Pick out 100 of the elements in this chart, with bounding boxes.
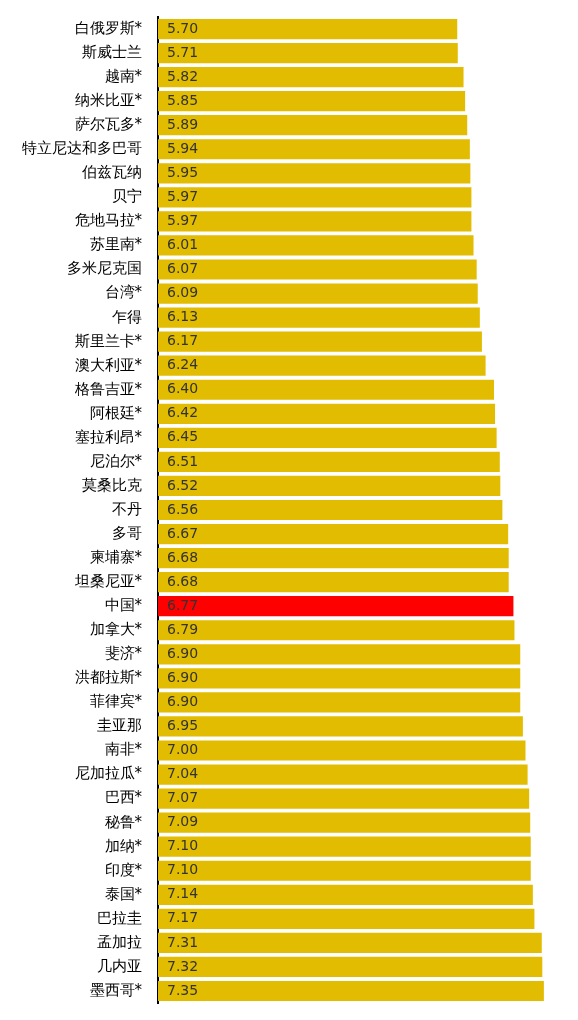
y-tick-label: 秘鲁* bbox=[104, 812, 143, 831]
data-label: 6.95 bbox=[167, 717, 199, 734]
data-label: 6.67 bbox=[167, 524, 199, 541]
bar bbox=[158, 427, 497, 448]
bar bbox=[158, 620, 515, 641]
bar bbox=[158, 42, 458, 64]
bar bbox=[158, 403, 496, 424]
data-label: 6.01 bbox=[167, 236, 199, 253]
y-tick-label: 斐济* bbox=[104, 644, 143, 663]
data-label: 7.14 bbox=[167, 885, 199, 902]
data-label: 6.79 bbox=[167, 620, 199, 637]
bar bbox=[158, 355, 486, 376]
bar bbox=[158, 187, 472, 208]
data-label: 7.09 bbox=[167, 813, 199, 830]
y-tick-label: 加纳* bbox=[104, 836, 143, 855]
y-tick-label: 乍得 bbox=[112, 307, 142, 326]
data-label: 5.70 bbox=[167, 19, 199, 36]
bar bbox=[158, 211, 472, 232]
bar bbox=[158, 475, 501, 497]
data-label: 6.90 bbox=[167, 644, 199, 661]
data-label: 5.71 bbox=[167, 43, 199, 60]
y-tick-label: 中国* bbox=[104, 596, 143, 615]
y-tick-label: 菲律宾* bbox=[89, 692, 143, 711]
data-label: 6.52 bbox=[167, 476, 199, 493]
y-tick-label: 越南* bbox=[104, 67, 143, 86]
bar bbox=[158, 451, 500, 472]
bar bbox=[158, 259, 477, 280]
data-label: 6.17 bbox=[167, 332, 199, 349]
data-label: 7.04 bbox=[167, 765, 199, 782]
bar bbox=[158, 572, 509, 593]
bar bbox=[158, 932, 542, 953]
bar bbox=[158, 860, 531, 881]
bar bbox=[158, 716, 523, 737]
y-tick-label: 不丹 bbox=[112, 499, 142, 518]
data-label: 6.09 bbox=[167, 284, 199, 301]
y-tick-label: 孟加拉 bbox=[97, 932, 142, 951]
y-tick-label: 莫桑比克 bbox=[82, 475, 142, 494]
y-tick-label: 墨西哥* bbox=[89, 980, 143, 999]
bar bbox=[158, 812, 531, 833]
bar bbox=[158, 884, 533, 905]
bar bbox=[158, 115, 468, 136]
y-tick-label: 苏里南* bbox=[89, 235, 143, 254]
data-label: 7.00 bbox=[167, 741, 199, 758]
bar bbox=[158, 499, 503, 521]
data-label: 7.10 bbox=[167, 861, 199, 878]
bar bbox=[158, 331, 482, 352]
y-tick-label: 加拿大* bbox=[89, 620, 143, 639]
data-label: 6.56 bbox=[167, 500, 199, 517]
data-label: 5.85 bbox=[167, 91, 199, 108]
bar bbox=[158, 523, 509, 545]
data-label: 6.45 bbox=[167, 428, 199, 445]
data-label: 7.31 bbox=[167, 933, 199, 950]
y-tick-label: 多米尼克国 bbox=[67, 259, 142, 278]
bar bbox=[158, 307, 480, 328]
y-tick-label: 纳米比亚* bbox=[74, 91, 143, 110]
y-tick-label: 伯兹瓦纳 bbox=[81, 163, 142, 182]
data-label: 6.90 bbox=[167, 693, 199, 710]
bar bbox=[158, 18, 458, 40]
bar bbox=[158, 908, 535, 929]
bar bbox=[158, 788, 530, 809]
y-tick-label: 印度* bbox=[104, 860, 143, 879]
data-label: 6.68 bbox=[167, 572, 199, 589]
y-tick-label: 尼加拉瓜* bbox=[74, 764, 143, 783]
bar bbox=[158, 379, 494, 400]
y-tick-label: 斯里兰卡* bbox=[74, 331, 143, 350]
bar bbox=[158, 283, 478, 304]
y-tick-label: 坦桑尼亚* bbox=[73, 572, 143, 591]
data-label: 5.97 bbox=[167, 212, 199, 229]
data-label: 5.89 bbox=[167, 115, 199, 132]
y-tick-label: 阿根廷* bbox=[89, 403, 143, 422]
data-label: 5.82 bbox=[167, 67, 199, 84]
bar bbox=[158, 67, 464, 88]
y-tick-label: 多哥 bbox=[112, 523, 142, 542]
y-tick-label: 萨尔瓦多* bbox=[74, 115, 143, 134]
y-tick-label: 危地马拉* bbox=[74, 211, 143, 230]
bar bbox=[158, 91, 466, 112]
y-tick-label: 尼泊尔* bbox=[89, 451, 143, 470]
bar bbox=[158, 139, 470, 160]
y-tick-label: 格鲁吉亚* bbox=[73, 379, 143, 398]
y-tick-label: 巴拉圭 bbox=[97, 908, 142, 927]
y-tick-label: 南非* bbox=[104, 740, 143, 759]
y-tick-label: 特立尼达和多巴哥 bbox=[22, 139, 142, 158]
bar bbox=[158, 980, 544, 1002]
data-label: 5.97 bbox=[167, 188, 199, 205]
y-tick-label: 台湾* bbox=[104, 283, 143, 302]
data-label: 7.17 bbox=[167, 909, 199, 926]
data-label: 7.07 bbox=[167, 789, 199, 806]
y-tick-label: 斯威士兰 bbox=[82, 42, 142, 61]
bar bbox=[158, 644, 521, 665]
data-label: 7.32 bbox=[167, 957, 199, 974]
bar bbox=[158, 548, 509, 569]
data-label: 6.13 bbox=[167, 308, 199, 325]
bar bbox=[158, 163, 471, 184]
y-tick-label: 几内亚 bbox=[97, 956, 142, 975]
y-tick-label: 巴西* bbox=[104, 788, 143, 807]
y-tick-label: 塞拉利昂* bbox=[74, 427, 143, 446]
data-label: 7.10 bbox=[167, 837, 199, 854]
bar bbox=[158, 235, 474, 256]
y-tick-label: 泰国* bbox=[104, 884, 143, 903]
bar bbox=[158, 956, 543, 978]
